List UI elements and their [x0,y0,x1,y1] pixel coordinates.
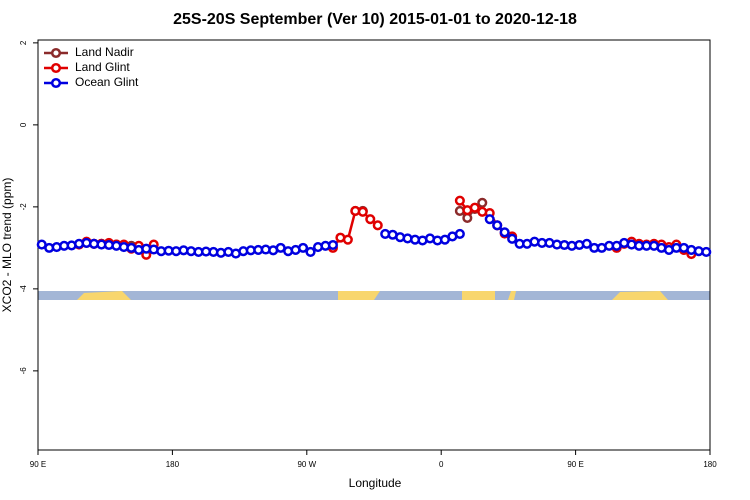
data-point [298,242,309,253]
legend-label: Land Glint [75,60,130,74]
data-point [701,246,712,258]
data-point [469,202,480,213]
y-tick-label: -2 [19,203,28,211]
y-axis-label: XCO2 - MLO trend (ppm) [0,178,14,313]
legend-marker [50,62,62,74]
x-tick-label: 180 [703,460,717,469]
data-point [365,214,376,225]
y-tick-label: 2 [19,40,28,45]
land-mask [38,291,710,300]
data-point [581,238,592,249]
legend-marker [50,77,62,89]
chart-title: 25S-20S September (Ver 10) 2015-01-01 to… [173,11,577,28]
legend-label: Land Nadir [75,45,134,59]
x-tick-label: 90 W [297,460,316,469]
data-point [342,234,353,245]
data-point [372,220,383,231]
legend-label: Ocean Glint [75,75,139,89]
x-tick-label: 90 E [567,460,583,469]
legend-marker [50,47,62,59]
data-point [499,227,510,238]
y-tick-label: -4 [19,285,28,293]
x-tick-label: 180 [166,460,180,469]
data-point [492,220,503,231]
x-axis-label: Longitude [349,476,402,490]
data-point [507,233,518,244]
data-point [305,246,316,258]
data-point [454,195,465,206]
data-point [477,197,488,208]
y-tick-label: 0 [19,122,28,127]
x-tick-label: 90 E [30,460,46,469]
x-tick-label: 0 [439,460,444,469]
y-tick-label: -6 [19,367,28,375]
data-point [327,239,338,251]
data-point [357,206,368,217]
data-point [484,214,495,225]
data-point [462,212,473,223]
data-point [454,228,465,239]
